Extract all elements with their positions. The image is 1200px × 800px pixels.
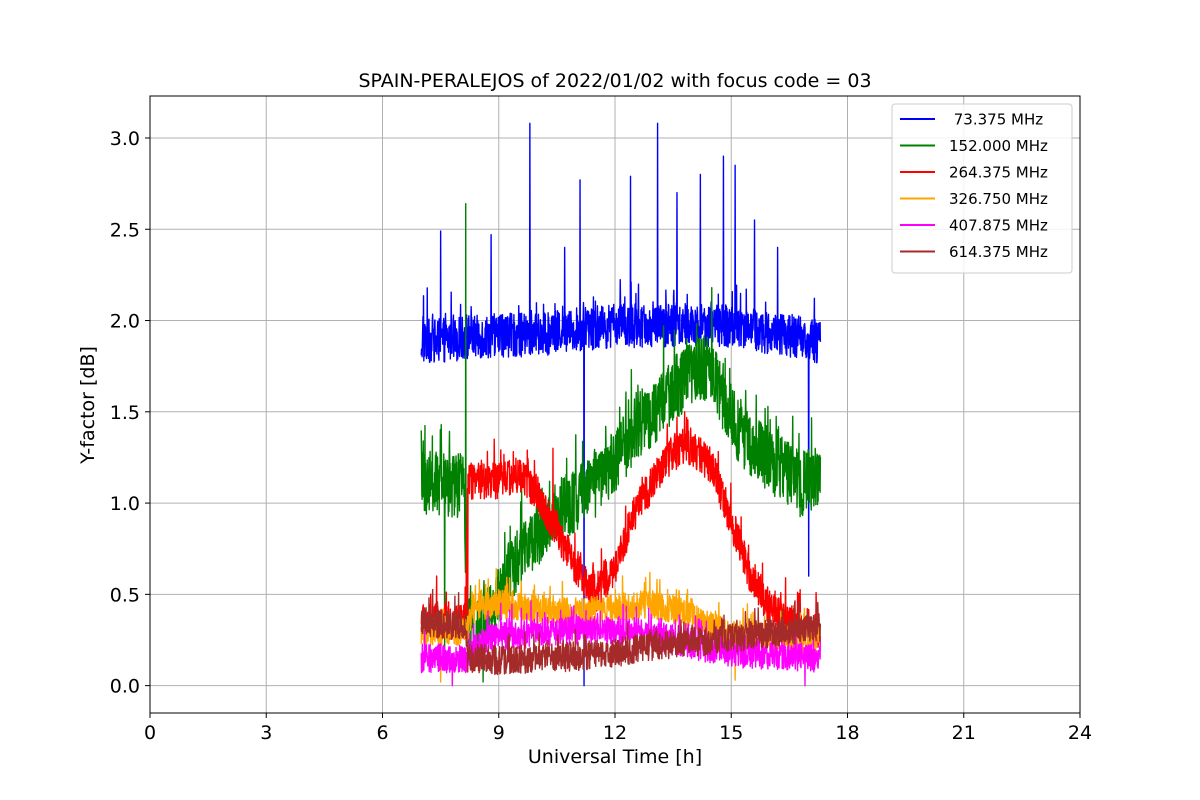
series-line-614-375-mhz <box>420 588 822 676</box>
series-group <box>420 122 822 687</box>
chart-title: SPAIN-PERALEJOS of 2022/01/02 with focus… <box>358 70 871 92</box>
legend-label: 73.375 MHz <box>949 111 1043 129</box>
y-tick-label: 3.0 <box>110 128 140 150</box>
y-tick-label: 2.0 <box>110 311 140 333</box>
y-tick-label: 0.0 <box>110 676 140 698</box>
x-tick-label: 24 <box>1068 722 1092 744</box>
legend-label: 407.875 MHz <box>949 217 1048 235</box>
legend-box <box>891 103 1073 274</box>
x-tick-label: 21 <box>952 722 976 744</box>
y-tick-label: 0.5 <box>110 584 140 606</box>
series-line-73-375-mhz <box>420 122 822 687</box>
y-axis-label: Y-factor [dB] <box>77 346 99 465</box>
x-tick-label: 9 <box>493 722 505 744</box>
legend-label: 152.000 MHz <box>949 137 1048 155</box>
y-tick-label: 1.0 <box>110 493 140 515</box>
legend-label: 326.750 MHz <box>949 190 1048 208</box>
x-tick-label: 12 <box>603 722 627 744</box>
legend: 73.375 MHz 152.000 MHz 264.375 MHz 326.750 … <box>891 103 1073 274</box>
x-tick-label: 6 <box>376 722 388 744</box>
x-axis-label: Universal Time [h] <box>528 746 702 768</box>
x-tick-label: 3 <box>260 722 272 744</box>
y-tick-label: 1.5 <box>110 402 140 424</box>
legend-label: 614.375 MHz <box>949 243 1048 261</box>
legend-label: 264.375 MHz <box>949 164 1048 182</box>
axis-ticks: 0 3 6 9 12 15 18 21 24 0.0 0.5 1.0 1.5 2.0 2.5 3.0 <box>110 128 1092 744</box>
y-tick-label: 2.5 <box>110 219 140 241</box>
x-tick-label: 15 <box>719 722 743 744</box>
series-line-264-375-mhz <box>420 411 822 649</box>
x-tick-label: 18 <box>835 722 859 744</box>
x-tick-label: 0 <box>144 722 156 744</box>
